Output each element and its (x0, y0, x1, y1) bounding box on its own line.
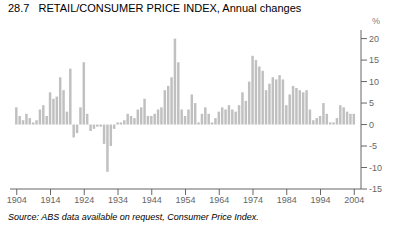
svg-text:2004: 2004 (344, 195, 364, 205)
svg-text:1974: 1974 (243, 195, 263, 205)
svg-text:1904: 1904 (8, 195, 27, 205)
svg-text:-15: -15 (369, 184, 382, 194)
svg-text:-5: -5 (369, 141, 377, 151)
svg-text:5: 5 (369, 98, 374, 108)
svg-text:1914: 1914 (40, 195, 60, 205)
svg-text:1984: 1984 (277, 195, 297, 205)
svg-text:1964: 1964 (209, 195, 229, 205)
svg-text:1994: 1994 (310, 195, 330, 205)
svg-text:15: 15 (369, 55, 379, 65)
svg-text:0: 0 (369, 120, 374, 130)
svg-text:-10: -10 (369, 163, 382, 173)
svg-text:%: % (372, 16, 380, 26)
svg-text:1944: 1944 (142, 195, 162, 205)
svg-text:1954: 1954 (175, 195, 195, 205)
svg-text:1924: 1924 (74, 195, 94, 205)
html-text:Source: ABS data available on: Source: ABS data available on request, C… (8, 212, 259, 222)
html-text:28.7 RETAIL/CONSUMER PRICE IND: 28.7 RETAIL/CONSUMER PRICE INDEX, Annual… (8, 2, 302, 14)
svg-text:1934: 1934 (108, 195, 128, 205)
svg-text:10: 10 (369, 77, 379, 87)
svg-text:20: 20 (369, 34, 379, 44)
